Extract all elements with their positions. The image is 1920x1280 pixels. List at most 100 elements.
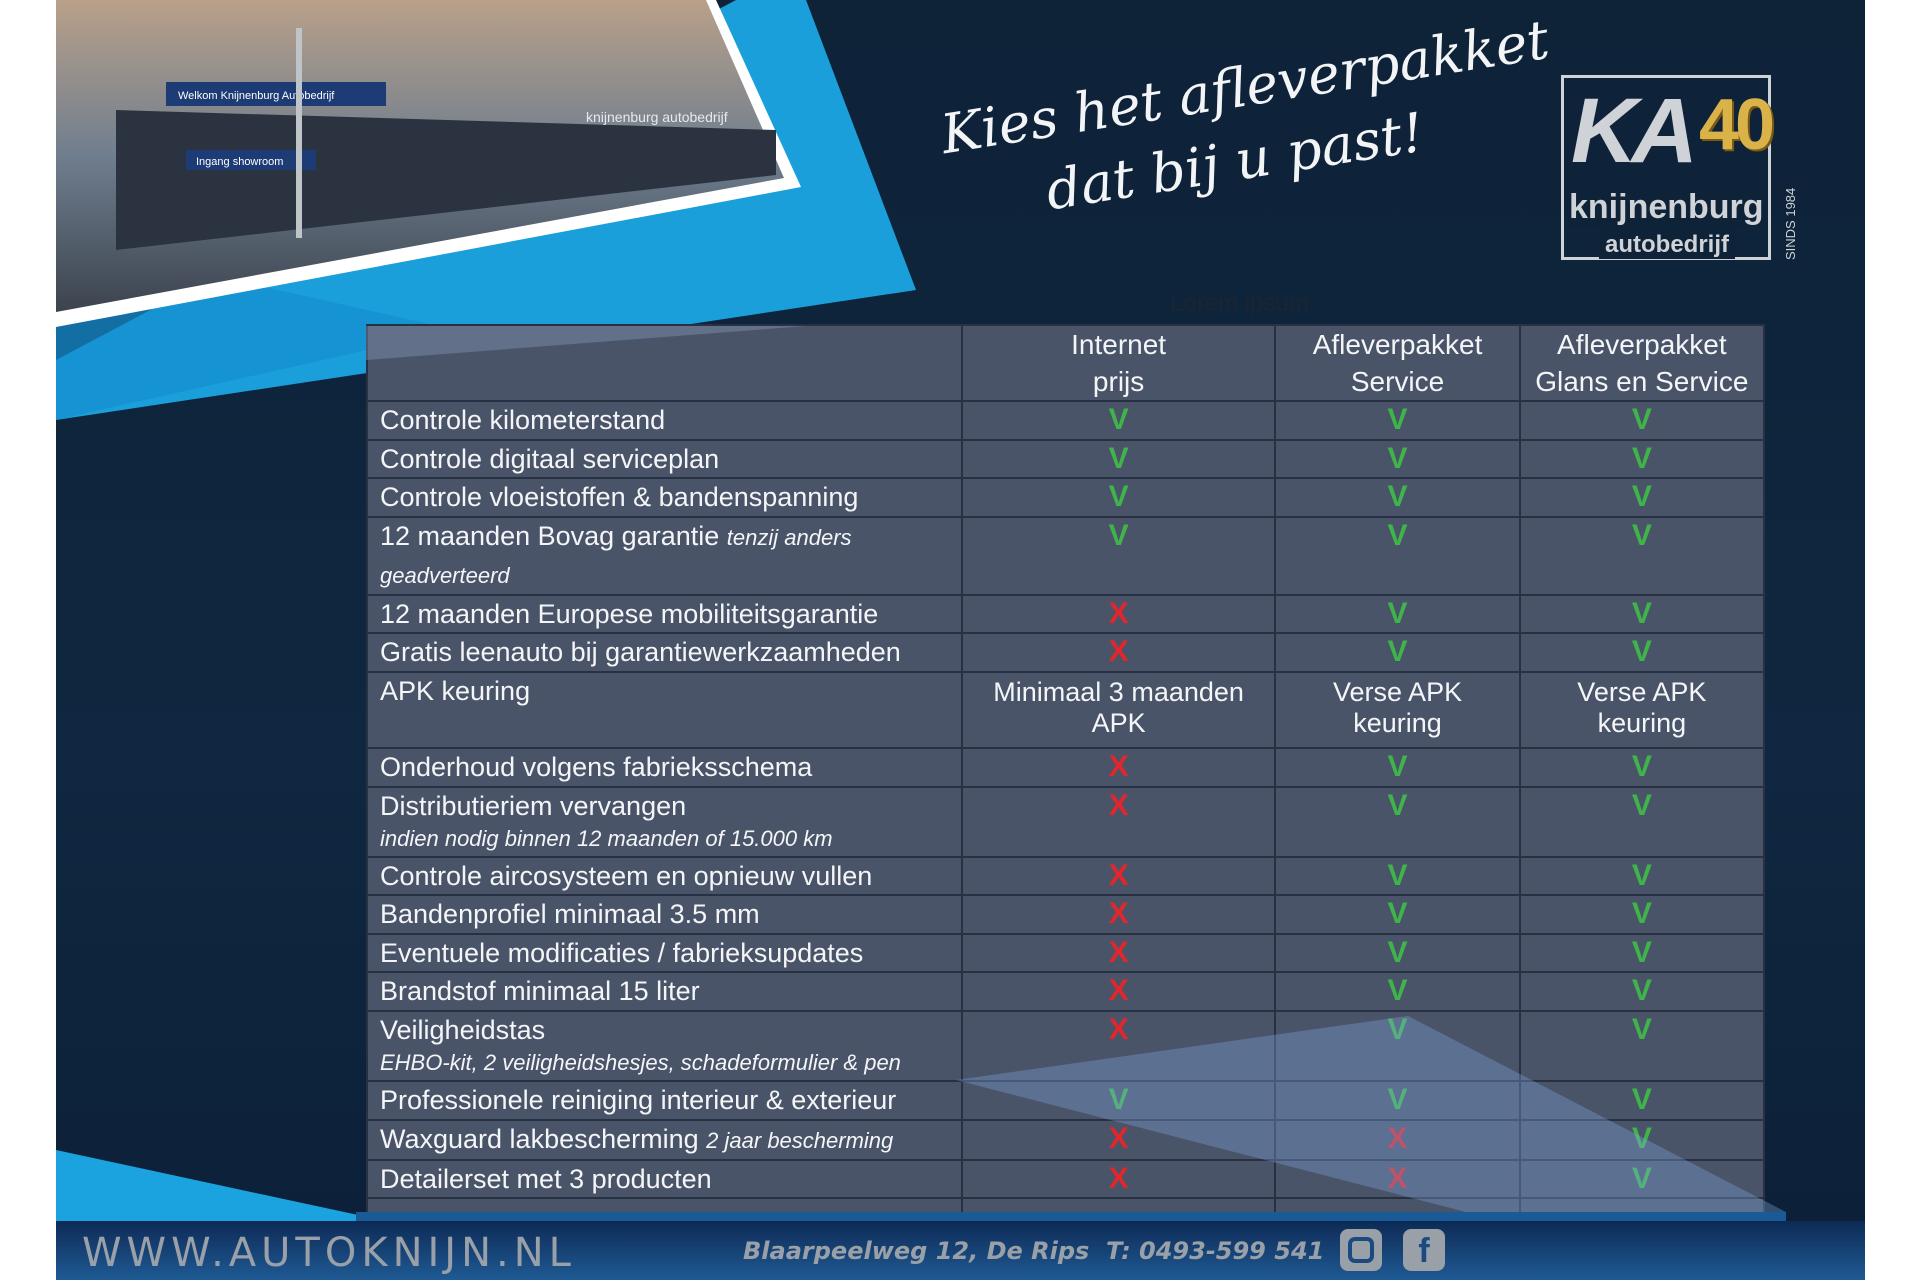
cell-value: V <box>1387 480 1408 514</box>
cell-value: V <box>1387 596 1408 630</box>
check-mark: V <box>1274 1079 1521 1121</box>
logo-sub: autobedrijf <box>1599 231 1735 259</box>
row-label: Controle kilometerstand <box>380 405 666 435</box>
check-mark: V <box>1518 515 1766 596</box>
cell-value: V <box>1108 441 1129 475</box>
faint-label: Lorem ipsum <box>1170 290 1309 317</box>
logo-40: 40 <box>1699 85 1775 165</box>
cell-value: V <box>1631 858 1652 892</box>
package-comparison-table: Internet prijs Afleverpakket Service Aflev… <box>366 324 1766 1258</box>
check-mark: V <box>1274 855 1521 897</box>
check-mark: V <box>1274 971 1521 1012</box>
logo-name: knijnenburg <box>1569 187 1764 227</box>
check-mark: V <box>960 515 1277 596</box>
row-label: Detailerset met 3 producten <box>380 1163 712 1194</box>
cell-value: X <box>1108 1012 1129 1046</box>
logo-since: SINDS 1984 <box>1783 187 1798 260</box>
cell-value: X <box>1108 935 1129 969</box>
check-mark: V <box>1518 855 1766 897</box>
cell-text: Verse APK keuring <box>1274 670 1521 749</box>
row-label-cell: Veiligheidstas EHBO-kit, 2 veiligheidshes… <box>366 1009 963 1082</box>
table-row: 12 maanden Bovag garantie tenzij anders … <box>366 515 1766 596</box>
cross-mark: X <box>960 932 1277 974</box>
row-label-cell: Controle digitaal serviceplan <box>366 438 963 480</box>
cell-value: X <box>1108 635 1129 669</box>
table-row: Eventuele modificaties / fabrieksupdates… <box>366 932 1766 974</box>
cell-value: V <box>1631 897 1652 931</box>
website-link[interactable]: WWW.AUTOKNIJN.NL <box>82 1230 576 1276</box>
table-row: Waxguard lakbescherming 2 jaar beschermi… <box>366 1118 1766 1161</box>
cell-value: V <box>1631 1012 1652 1046</box>
cell-value: X <box>1108 1161 1129 1195</box>
cross-mark: X <box>960 785 1277 858</box>
row-label: Gratis leenauto bij garantiewerkzaamhede… <box>380 637 901 668</box>
facebook-icon[interactable]: f <box>1403 1229 1445 1271</box>
cell-value: V <box>1108 480 1129 514</box>
row-label-cell: Eventuele modificaties / fabrieksupdates <box>366 932 963 974</box>
table-row: Professionele reiniging interieur & exte… <box>366 1079 1766 1121</box>
table-row: Detailerset met 3 producten X X V <box>366 1158 1766 1200</box>
check-mark: V <box>1274 515 1521 596</box>
table-header-row: Internet prijs Afleverpakket Service Aflev… <box>366 324 1766 402</box>
check-mark: V <box>1518 438 1766 480</box>
cell-value: V <box>1387 1012 1408 1046</box>
row-label-cell: 12 maanden Bovag garantie tenzij anders … <box>366 515 963 596</box>
row-note: indien nodig binnen 12 maanden of 15.000… <box>380 825 833 851</box>
cell-value: V <box>1387 749 1408 783</box>
check-mark: V <box>1274 593 1521 635</box>
row-label-cell: Brandstof minimaal 15 liter <box>366 971 963 1012</box>
row-label: APK keuring <box>380 675 531 706</box>
cell-value: V <box>1387 441 1408 475</box>
cross-mark: X <box>960 1118 1277 1161</box>
cross-mark: X <box>1274 1158 1521 1200</box>
row-note: tenzij anders geadverteerd <box>380 524 852 588</box>
cell-text: Minimaal 3 maanden APK <box>960 670 1277 749</box>
check-mark: V <box>1518 1009 1766 1082</box>
check-mark: V <box>1274 785 1521 858</box>
row-label-cell: Bandenprofiel minimaal 3.5 mm <box>366 894 963 935</box>
cell-value: V <box>1387 788 1408 822</box>
check-mark: V <box>1274 477 1521 518</box>
cross-mark: X <box>960 746 1277 788</box>
table-row: Controle kilometerstand V V V <box>366 400 1766 441</box>
cell-value: X <box>1108 1121 1129 1155</box>
cell-value: V <box>1631 749 1652 783</box>
check-mark: V <box>1518 400 1766 441</box>
check-mark: V <box>1274 632 1521 673</box>
check-mark: V <box>1518 971 1766 1012</box>
cross-mark: X <box>960 894 1277 935</box>
row-label: Controle aircosysteem en opnieuw vullen <box>380 860 873 891</box>
row-label: Onderhoud volgens fabrieksschema <box>380 751 813 782</box>
row-label-cell: Professionele reiniging interieur & exte… <box>366 1079 963 1121</box>
cell-value: V <box>1631 788 1652 822</box>
row-label-cell: Controle kilometerstand <box>366 400 963 441</box>
cell-value: X <box>1108 897 1129 931</box>
cell-value: V <box>1387 935 1408 969</box>
row-label: Brandstof minimaal 15 liter <box>380 976 700 1007</box>
row-label-cell: Onderhoud volgens fabrieksschema <box>366 746 963 788</box>
cell-text: Verse APK keuring <box>1518 670 1766 749</box>
check-mark: V <box>1518 932 1766 974</box>
row-label-cell: Controle aircosysteem en opnieuw vullen <box>366 855 963 897</box>
cell-value: V <box>1631 518 1652 552</box>
check-mark: V <box>1518 477 1766 518</box>
cell-value: V <box>1387 635 1408 669</box>
table-row: Distributieriem vervangen indien nodig bi… <box>366 785 1766 858</box>
cell-value: X <box>1387 1121 1408 1155</box>
header-blank <box>366 324 963 402</box>
cell-value: X <box>1108 858 1129 892</box>
row-label: Controle digitaal serviceplan <box>380 443 720 474</box>
row-label: Veiligheidstas <box>380 1014 546 1045</box>
cell-value: Verse APK keuring <box>1577 676 1707 738</box>
cell-value: X <box>1108 788 1129 822</box>
row-label: Professionele reiniging interieur & exte… <box>380 1084 897 1115</box>
cell-value: V <box>1387 403 1408 436</box>
row-label-cell: Waxguard lakbescherming 2 jaar beschermi… <box>366 1118 963 1161</box>
check-mark: V <box>960 438 1277 480</box>
cell-value: V <box>1108 1082 1129 1116</box>
logo-mark: KA <box>1571 80 1698 182</box>
check-mark: V <box>1518 1079 1766 1121</box>
row-label: 12 maanden Bovag garantie <box>380 520 720 551</box>
instagram-icon[interactable] <box>1340 1229 1382 1271</box>
column-header: Internet prijs <box>960 324 1277 402</box>
